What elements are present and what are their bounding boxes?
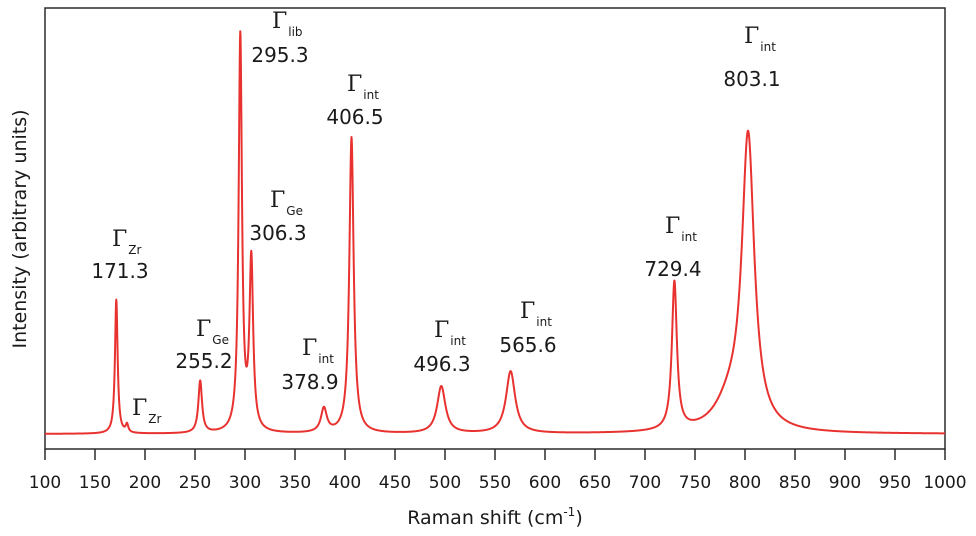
x-tick-label: 900 [829, 473, 861, 493]
peak-annotations: ΓZr171.3ΓZrΓGe255.2Γlib295.3ΓGe306.3Γint… [91, 9, 780, 426]
peak-value: 306.3 [249, 221, 306, 245]
gamma-symbol: Γint [520, 299, 552, 329]
x-tick-label: 350 [279, 473, 311, 493]
y-axis-title: Intensity (arbitrary units) [9, 109, 31, 348]
peak-value: 295.3 [251, 43, 308, 67]
x-tick-label: 200 [129, 473, 161, 493]
gamma-symbol: Γint [744, 24, 776, 54]
gamma-symbol: ΓGe [270, 188, 303, 218]
gamma-symbol: Γint [347, 72, 379, 102]
gamma-symbol: Γlib [272, 9, 303, 39]
gamma-symbol: Γint [434, 318, 466, 348]
x-axis-tick-labels: 100 150 200 250 300 350 400 450 500 550 600 650 700 7… [29, 473, 967, 493]
peak-value: 171.3 [91, 259, 148, 283]
x-tick-label: 550 [479, 473, 511, 493]
x-tick-label: 250 [179, 473, 211, 493]
plot-frame [44, 7, 946, 450]
peak-value: 406.5 [326, 105, 383, 129]
spectrum-line [44, 30, 946, 435]
x-tick-label: 600 [529, 473, 561, 493]
peak-label: ΓZr [132, 396, 161, 426]
gamma-symbol: Γint [302, 336, 334, 366]
peak-label: Γint 406.5 [326, 72, 383, 129]
x-tick-label: 300 [229, 473, 261, 493]
peak-label: ΓGe 306.3 [249, 188, 306, 245]
x-tick-label: 100 [29, 473, 61, 493]
x-tick-label: 950 [879, 473, 911, 493]
x-tick-label: 450 [379, 473, 411, 493]
peak-label: Γlib 295.3 [251, 9, 308, 67]
x-tick-label: 150 [79, 473, 111, 493]
gamma-symbol: Γint [665, 214, 697, 244]
x-tick-label: 1000 [923, 473, 966, 493]
x-axis-title: Raman shift (cm-1) [407, 505, 582, 529]
gamma-symbol: ΓZr [132, 396, 161, 426]
gamma-symbol: ΓZr [112, 227, 141, 257]
x-tick-label: 850 [779, 473, 811, 493]
x-tick-label: 400 [329, 473, 361, 493]
peak-value: 729.4 [644, 257, 701, 281]
peak-value: 378.9 [281, 370, 338, 394]
peak-label: Γint 729.4 [644, 214, 701, 281]
peak-value: 255.2 [175, 349, 232, 373]
x-tick-label: 650 [579, 473, 611, 493]
x-axis-ticks [44, 449, 946, 460]
peak-label: Γint 565.6 [499, 299, 556, 357]
peak-value: 803.1 [723, 67, 780, 91]
peak-label: Γint 496.3 [413, 318, 470, 376]
x-tick-label: 750 [679, 473, 711, 493]
x-tick-label: 800 [729, 473, 761, 493]
peak-value: 496.3 [413, 352, 470, 376]
peak-label: Γint 803.1 [723, 24, 780, 91]
x-tick-label: 500 [429, 473, 461, 493]
peak-value: 565.6 [499, 333, 556, 357]
x-tick-label: 700 [629, 473, 661, 493]
peak-label: Γint 378.9 [281, 336, 338, 394]
gamma-symbol: ΓGe [196, 317, 229, 347]
